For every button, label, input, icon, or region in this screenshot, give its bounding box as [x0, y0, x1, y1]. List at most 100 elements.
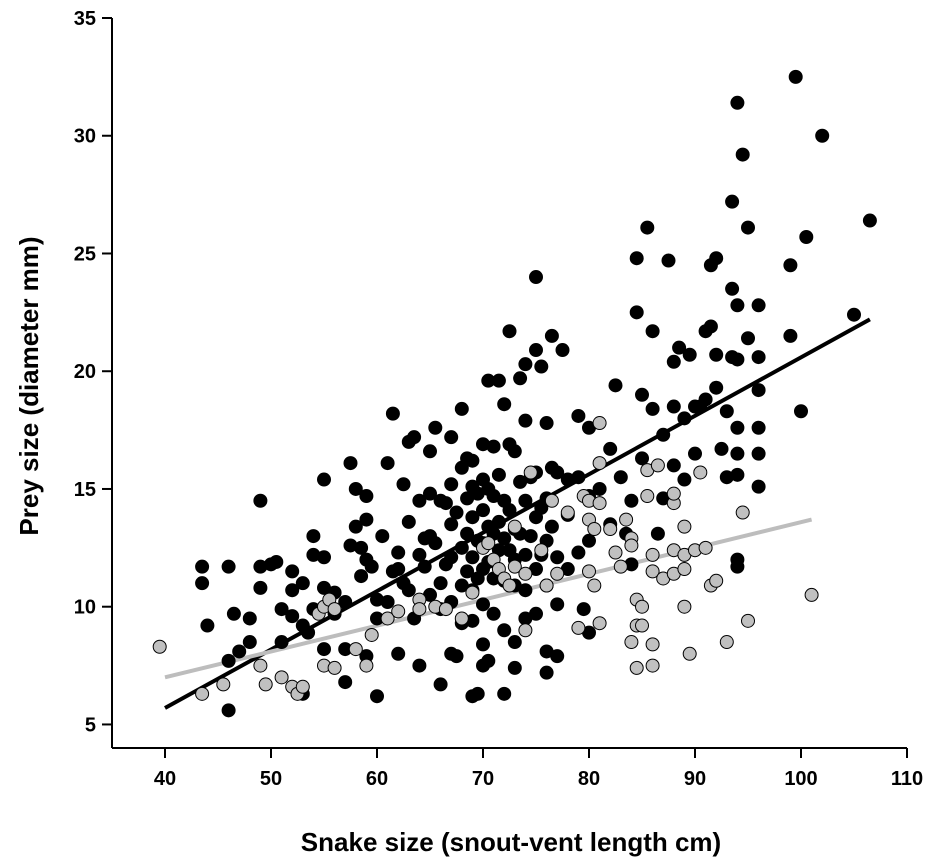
black-data-point [592, 481, 607, 496]
black-data-point [550, 649, 565, 664]
tick-labels: 40 50 60 70 80 90 100 110 5 10 15 20 25 30 35 [74, 8, 923, 790]
black-data-point [444, 517, 459, 532]
black-data-point [534, 359, 549, 374]
black-data-point [359, 512, 374, 527]
gray-data-point [645, 547, 660, 562]
black-data-point [370, 689, 384, 704]
black-data-point [640, 220, 655, 235]
black-data-point [666, 354, 681, 369]
black-data-point [401, 583, 416, 598]
black-data-point [624, 493, 639, 508]
black-data-point [486, 439, 501, 454]
black-data-point [391, 646, 406, 661]
gray-data-point [391, 604, 406, 619]
gray-data-point [624, 538, 639, 553]
gray-data-point [195, 686, 210, 701]
gray-data-point [412, 602, 427, 617]
black-data-point [608, 378, 623, 393]
black-data-point [730, 446, 745, 461]
black-data-point [550, 597, 565, 612]
gray-data-point [741, 613, 755, 628]
black-data-point [709, 251, 724, 266]
black-data-point [285, 609, 300, 624]
black-data-point [465, 550, 480, 565]
black-data-point [788, 69, 803, 84]
black-data-point [285, 583, 300, 598]
gray-data-point [571, 620, 586, 635]
black-data-point [232, 644, 247, 659]
black-data-point [465, 453, 480, 468]
black-data-point [317, 642, 331, 657]
gray-data-point [539, 578, 554, 593]
black-data-point [497, 531, 512, 546]
black-data-point [491, 373, 506, 388]
black-data-point [603, 441, 618, 456]
x-tick-label: 50 [260, 768, 282, 790]
black-data-point [423, 444, 437, 459]
black-data-point [529, 343, 543, 358]
black-data-point [719, 404, 734, 419]
y-tick-label: 10 [74, 597, 96, 619]
gray-data-point [523, 465, 538, 480]
gray-data-point [295, 679, 310, 694]
black-data-point [253, 580, 268, 595]
black-data-point [862, 213, 877, 228]
black-data-point [380, 595, 395, 609]
black-data-point [582, 533, 596, 548]
y-tick-label: 20 [74, 361, 96, 383]
black-data-point [751, 446, 766, 461]
x-tick-label: 90 [684, 768, 706, 790]
gray-data-point [592, 496, 607, 511]
black-data-point [751, 420, 766, 435]
black-data-point [354, 540, 369, 555]
black-data-point [613, 470, 628, 485]
gray-data-point [735, 505, 750, 520]
black-data-point [486, 606, 501, 621]
gray-data-point [534, 543, 549, 558]
gray-data-point [327, 602, 342, 617]
black-data-point [465, 510, 480, 525]
gray-data-point [253, 658, 268, 673]
gray-data-point [587, 522, 602, 536]
gray-data-point [481, 536, 496, 551]
black-data-point [666, 458, 681, 473]
black-data-point [481, 653, 496, 668]
gray-data-point [592, 416, 607, 431]
axes [102, 17, 908, 758]
black-data-point [317, 550, 331, 565]
black-data-point [645, 324, 660, 339]
black-data-point [354, 569, 369, 584]
black-data-point [688, 446, 702, 461]
gray-data-point [645, 658, 660, 673]
black-data-point [433, 576, 448, 591]
black-data-point [401, 514, 416, 529]
gray-data-point [592, 616, 607, 631]
black-data-point [661, 253, 676, 268]
black-data-point [656, 427, 671, 442]
gray-data-point [438, 602, 453, 617]
gray-data-point [454, 611, 469, 626]
gray-data-point [348, 642, 363, 657]
black-data-point [338, 595, 353, 609]
gray-data-point [560, 505, 575, 520]
gray-data-point [592, 456, 607, 471]
gray-data-point [677, 519, 692, 534]
black-data-point [672, 340, 687, 355]
y-axis-label: Prey size (diameter mm) [14, 236, 44, 535]
black-data-point [449, 649, 464, 664]
black-data-point [783, 328, 798, 343]
black-data-point [338, 675, 353, 690]
x-tick-label: 60 [366, 768, 388, 790]
black-data-point [725, 194, 740, 209]
black-data-point [274, 602, 289, 617]
black-data-point [518, 493, 533, 508]
gray-data-point [677, 599, 692, 614]
gray-data-point [544, 493, 559, 508]
y-tick-label: 5 [85, 714, 96, 736]
y-tick-label: 30 [74, 126, 96, 148]
gray-data-point [635, 599, 649, 614]
gray-data-point [518, 566, 533, 581]
black-data-point [385, 406, 400, 421]
black-data-point [407, 430, 422, 445]
